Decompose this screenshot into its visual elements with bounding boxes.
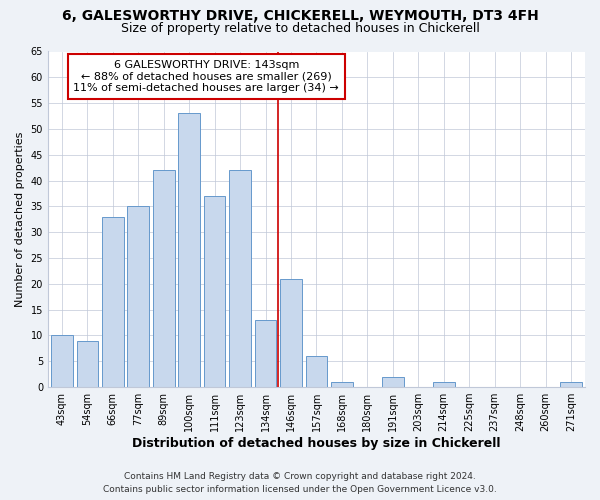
Bar xyxy=(331,382,353,387)
Bar xyxy=(255,320,277,387)
Text: Contains HM Land Registry data © Crown copyright and database right 2024.
Contai: Contains HM Land Registry data © Crown c… xyxy=(103,472,497,494)
Bar xyxy=(178,114,200,387)
Bar xyxy=(153,170,175,387)
Bar xyxy=(560,382,582,387)
Bar xyxy=(433,382,455,387)
Text: 6 GALESWORTHY DRIVE: 143sqm
← 88% of detached houses are smaller (269)
11% of se: 6 GALESWORTHY DRIVE: 143sqm ← 88% of det… xyxy=(73,60,339,93)
Bar xyxy=(77,340,98,387)
Bar xyxy=(127,206,149,387)
Bar xyxy=(204,196,226,387)
Bar xyxy=(280,278,302,387)
X-axis label: Distribution of detached houses by size in Chickerell: Distribution of detached houses by size … xyxy=(132,437,501,450)
Bar xyxy=(229,170,251,387)
Bar xyxy=(51,336,73,387)
Y-axis label: Number of detached properties: Number of detached properties xyxy=(15,132,25,307)
Bar xyxy=(102,216,124,387)
Text: Size of property relative to detached houses in Chickerell: Size of property relative to detached ho… xyxy=(121,22,479,35)
Bar xyxy=(305,356,327,387)
Text: 6, GALESWORTHY DRIVE, CHICKERELL, WEYMOUTH, DT3 4FH: 6, GALESWORTHY DRIVE, CHICKERELL, WEYMOU… xyxy=(62,9,538,23)
Bar xyxy=(382,377,404,387)
